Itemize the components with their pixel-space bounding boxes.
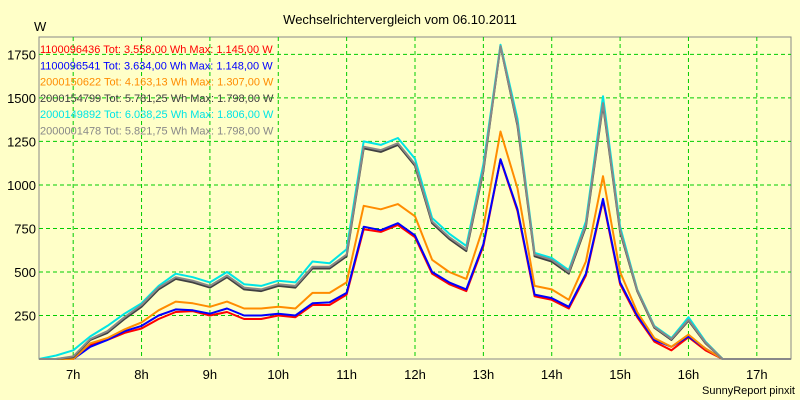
x-tick-label: 17h [746, 367, 768, 382]
x-tick-label: 13h [473, 367, 495, 382]
grid [39, 37, 791, 359]
x-tick-label: 12h [404, 367, 426, 382]
y-tick-label: 1750 [7, 47, 36, 62]
y-tick-label: 250 [14, 308, 36, 323]
y-tick-label: 750 [14, 221, 36, 236]
x-tick-labels: 7h 8h 9h 10h 11h 12h 13h 14h 15h 16h 17h [66, 367, 768, 382]
y-tick-label: 1000 [7, 178, 36, 193]
x-tick-label: 14h [541, 367, 563, 382]
legend-entry: 2000150622 Tot: 4.163,13 Wh Max: 1.307,0… [40, 77, 274, 89]
series-layer [38, 43, 791, 360]
series-line-2000001478 [39, 45, 791, 360]
legend-entry: 1100096541 Tot: 3.634,00 Wh Max: 1.148,0… [40, 60, 273, 72]
x-tick-label: 16h [678, 367, 700, 382]
x-tick-label: 11h [336, 367, 357, 382]
y-tick-label: 1500 [7, 91, 36, 106]
chart-title: Wechselrichtervergleich vom 06.10.2011 [283, 12, 517, 27]
legend-entry: 1100096436 Tot: 3.558,00 Wh Max: 1.145,0… [40, 44, 273, 56]
x-tick-label: 10h [267, 367, 289, 382]
legend-entry: 2000154799 Tot: 5.781,25 Wh Max: 1.798,0… [40, 93, 274, 105]
credit-text: SunnyReport pinxit [702, 385, 795, 397]
y-tick-labels: 250 500 750 1000 1250 1500 1750 [7, 47, 36, 323]
legend: 1100096436 Tot: 3.558,00 Wh Max: 1.145,0… [40, 44, 274, 138]
x-tick-label: 7h [66, 367, 80, 382]
series-line-2000150622 [39, 130, 791, 360]
y-axis-label: W [34, 19, 47, 34]
x-tick-label: 15h [609, 367, 631, 382]
legend-entry: 2000001478 Tot: 5.821,75 Wh Max: 1.798,0… [40, 126, 274, 138]
y-tick-label: 1250 [7, 134, 36, 149]
x-tick-label: 8h [134, 367, 148, 382]
legend-entry: 2000149892 Tot: 6.038,25 Wh Max: 1.806,0… [40, 109, 274, 121]
y-tick-label: 500 [14, 265, 36, 280]
x-tick-label: 9h [203, 367, 217, 382]
